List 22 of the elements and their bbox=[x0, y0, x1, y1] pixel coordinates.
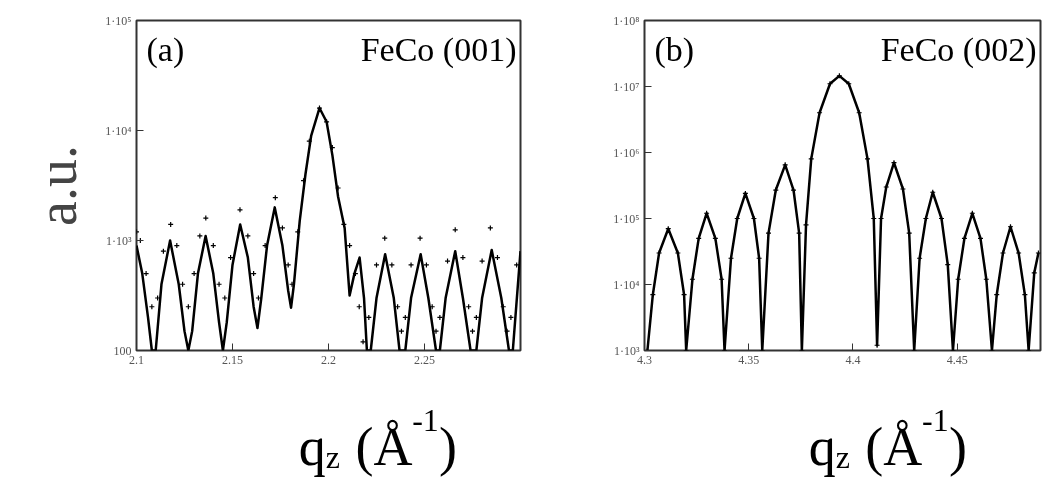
annotation: FeCo (002) bbox=[880, 30, 1037, 69]
y-tick-label: 1·10⁴ bbox=[613, 277, 640, 292]
y-tick-label: 100 bbox=[113, 343, 132, 358]
x-tick-label: 2.15 bbox=[222, 352, 243, 367]
x-tick-label: 4.45 bbox=[946, 352, 968, 367]
y-tick-label: 1·10⁶ bbox=[613, 145, 640, 160]
y-tick-label: 1·10⁵ bbox=[105, 13, 132, 28]
annotation: (b) bbox=[654, 30, 695, 69]
y-tick-label: 1·10³ bbox=[105, 233, 132, 248]
y-tick-label: 1·10⁴ bbox=[105, 123, 132, 138]
annotation: (a) bbox=[146, 30, 185, 69]
y-tick-label: 1·10⁵ bbox=[613, 211, 640, 226]
annotation: FeCo (001) bbox=[360, 30, 517, 69]
x-tick-label: 4.3 bbox=[637, 352, 652, 367]
x-tick-label: 2.2 bbox=[321, 352, 336, 367]
y-tick-label: 1·10⁸ bbox=[613, 13, 640, 28]
x-tick-label: 4.4 bbox=[845, 352, 861, 367]
y-axis-title: a.u. bbox=[26, 145, 89, 226]
x-tick-label: 4.35 bbox=[738, 352, 760, 367]
y-tick-label: 1·10⁷ bbox=[613, 79, 640, 94]
x-tick-label: 2.25 bbox=[414, 352, 435, 367]
y-tick-label: 1·10³ bbox=[613, 343, 640, 358]
